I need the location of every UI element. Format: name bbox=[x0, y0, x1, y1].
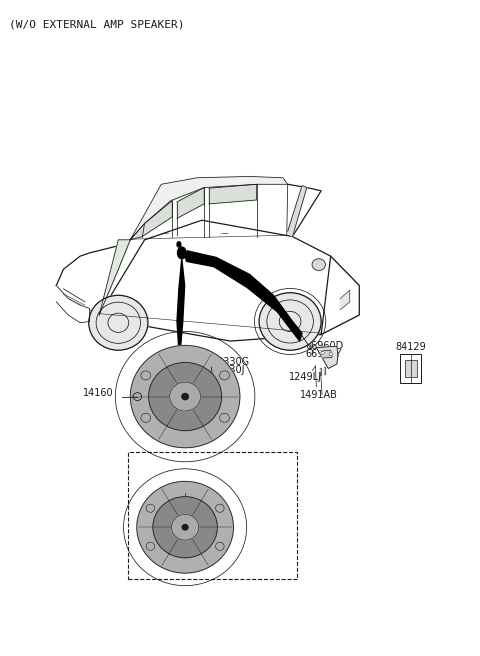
Polygon shape bbox=[177, 258, 185, 351]
Polygon shape bbox=[316, 346, 338, 369]
Ellipse shape bbox=[259, 293, 321, 350]
Polygon shape bbox=[340, 290, 350, 310]
Ellipse shape bbox=[216, 504, 224, 512]
Polygon shape bbox=[209, 184, 257, 204]
Ellipse shape bbox=[182, 525, 188, 530]
Polygon shape bbox=[288, 186, 307, 237]
Ellipse shape bbox=[137, 482, 233, 573]
Ellipse shape bbox=[141, 371, 151, 380]
Ellipse shape bbox=[182, 394, 188, 400]
Ellipse shape bbox=[329, 352, 332, 356]
Ellipse shape bbox=[149, 363, 222, 431]
Ellipse shape bbox=[144, 359, 226, 434]
Polygon shape bbox=[177, 188, 204, 218]
Text: (W/O EXTERNAL AMP SPEAKER): (W/O EXTERNAL AMP SPEAKER) bbox=[9, 20, 184, 30]
Text: 96330G: 96330G bbox=[211, 358, 250, 367]
Polygon shape bbox=[324, 367, 325, 374]
Text: 96330G: 96330G bbox=[173, 483, 211, 493]
Bar bbox=[400, 354, 421, 383]
Text: 1491AB: 1491AB bbox=[300, 390, 337, 400]
Ellipse shape bbox=[219, 413, 229, 422]
Text: 84129: 84129 bbox=[396, 342, 426, 352]
Ellipse shape bbox=[133, 393, 142, 401]
Text: 96330J: 96330J bbox=[173, 491, 207, 501]
Ellipse shape bbox=[146, 504, 155, 512]
Polygon shape bbox=[185, 251, 302, 341]
Text: 96330J: 96330J bbox=[211, 365, 245, 375]
Ellipse shape bbox=[216, 542, 224, 550]
Polygon shape bbox=[320, 369, 321, 375]
Bar bbox=[405, 360, 417, 377]
Text: 14160: 14160 bbox=[83, 388, 114, 398]
Ellipse shape bbox=[321, 351, 324, 354]
Ellipse shape bbox=[153, 497, 217, 558]
Ellipse shape bbox=[131, 346, 240, 448]
Polygon shape bbox=[321, 256, 360, 335]
Polygon shape bbox=[99, 184, 321, 315]
Polygon shape bbox=[321, 350, 332, 358]
Text: 66960D: 66960D bbox=[306, 341, 344, 351]
Polygon shape bbox=[130, 201, 172, 240]
Text: 66960Y: 66960Y bbox=[306, 350, 342, 359]
FancyBboxPatch shape bbox=[128, 452, 297, 579]
Circle shape bbox=[178, 247, 186, 258]
Ellipse shape bbox=[219, 371, 229, 380]
Ellipse shape bbox=[89, 295, 148, 350]
Text: (W/IP. SPEAKER): (W/IP. SPEAKER) bbox=[168, 470, 252, 480]
Ellipse shape bbox=[312, 258, 325, 270]
Polygon shape bbox=[56, 220, 360, 341]
Ellipse shape bbox=[170, 382, 201, 411]
Ellipse shape bbox=[146, 542, 155, 550]
Text: 1249LJ: 1249LJ bbox=[289, 371, 322, 382]
Polygon shape bbox=[130, 176, 288, 240]
Ellipse shape bbox=[149, 493, 221, 561]
Polygon shape bbox=[99, 240, 130, 315]
Polygon shape bbox=[56, 285, 90, 323]
Circle shape bbox=[177, 242, 181, 247]
Ellipse shape bbox=[171, 514, 199, 540]
Ellipse shape bbox=[141, 413, 151, 422]
